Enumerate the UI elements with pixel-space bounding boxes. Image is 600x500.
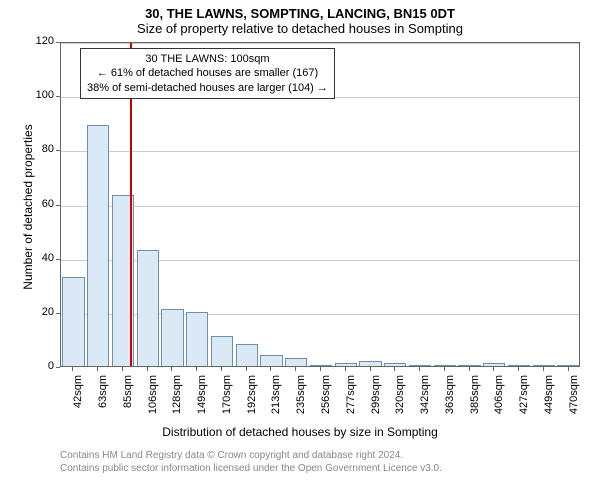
annotation-line2: ← 61% of detached houses are smaller (16… — [87, 66, 328, 80]
xtick-label: 63sqm — [97, 375, 109, 415]
ytick-label: 80 — [30, 143, 54, 155]
ytick-mark — [56, 367, 60, 368]
histogram-bar — [285, 358, 307, 366]
xtick-mark — [270, 367, 271, 371]
annotation-line3: 38% of semi-detached houses are larger (… — [87, 81, 328, 95]
xtick-label: 170sqm — [221, 375, 233, 415]
xtick-label: 149sqm — [196, 375, 208, 415]
histogram-bar — [260, 355, 282, 366]
xtick-mark — [196, 367, 197, 371]
histogram-bar — [186, 312, 208, 366]
ytick-mark — [56, 96, 60, 97]
xtick-mark — [147, 367, 148, 371]
histogram-bar — [87, 125, 109, 366]
ytick-label: 40 — [30, 252, 54, 264]
xtick-mark — [246, 367, 247, 371]
xtick-label: 342sqm — [419, 375, 431, 415]
xtick-label: 385sqm — [469, 375, 481, 415]
annotation-line1: 30 THE LAWNS: 100sqm — [87, 52, 328, 66]
xtick-label: 128sqm — [171, 375, 183, 415]
histogram-bar — [359, 361, 381, 366]
gridline — [61, 43, 579, 44]
histogram-bar — [310, 365, 332, 366]
xtick-label: 235sqm — [295, 375, 307, 415]
xtick-mark — [221, 367, 222, 371]
xtick-label: 85sqm — [122, 375, 134, 415]
x-axis-label: Distribution of detached houses by size … — [0, 425, 600, 439]
xtick-mark — [320, 367, 321, 371]
xtick-label: 192sqm — [246, 375, 258, 415]
xtick-mark — [493, 367, 494, 371]
xtick-mark — [543, 367, 544, 371]
xtick-mark — [518, 367, 519, 371]
xtick-label: 363sqm — [444, 375, 456, 415]
xtick-label: 256sqm — [320, 375, 332, 415]
histogram-bar — [384, 363, 406, 366]
xtick-mark — [394, 367, 395, 371]
xtick-label: 320sqm — [394, 375, 406, 415]
xtick-mark — [444, 367, 445, 371]
histogram-bar — [533, 365, 555, 366]
xtick-label: 449sqm — [543, 375, 555, 415]
footer-line1: Contains HM Land Registry data © Crown c… — [60, 449, 442, 462]
ytick-mark — [56, 205, 60, 206]
xtick-label: 213sqm — [270, 375, 282, 415]
histogram-bar — [161, 309, 183, 366]
xtick-mark — [469, 367, 470, 371]
xtick-label: 277sqm — [345, 375, 357, 415]
ytick-label: 20 — [30, 306, 54, 318]
histogram-bar — [483, 363, 505, 366]
xtick-label: 106sqm — [147, 375, 159, 415]
histogram-bar — [458, 365, 480, 366]
xtick-mark — [419, 367, 420, 371]
xtick-label: 299sqm — [370, 375, 382, 415]
xtick-label: 470sqm — [568, 375, 580, 415]
gridline — [61, 206, 579, 207]
xtick-mark — [295, 367, 296, 371]
chart-subtitle: Size of property relative to detached ho… — [0, 21, 600, 36]
histogram-bar — [508, 365, 530, 366]
histogram-bar — [557, 365, 579, 366]
ytick-mark — [56, 150, 60, 151]
gridline — [61, 151, 579, 152]
histogram-bar — [137, 250, 159, 366]
ytick-mark — [56, 42, 60, 43]
ytick-label: 60 — [30, 198, 54, 210]
xtick-label: 427sqm — [518, 375, 530, 415]
chart-title: 30, THE LAWNS, SOMPTING, LANCING, BN15 0… — [0, 0, 600, 21]
xtick-mark — [370, 367, 371, 371]
histogram-bar — [335, 363, 357, 366]
xtick-label: 42sqm — [72, 375, 84, 415]
footer-line2: Contains public sector information licen… — [60, 462, 442, 475]
ytick-mark — [56, 259, 60, 260]
histogram-bar — [236, 344, 258, 366]
histogram-bar — [62, 277, 84, 366]
ytick-label: 100 — [30, 89, 54, 101]
xtick-mark — [568, 367, 569, 371]
histogram-bar — [211, 336, 233, 366]
xtick-mark — [97, 367, 98, 371]
xtick-label: 406sqm — [493, 375, 505, 415]
histogram-bar — [409, 365, 431, 366]
ytick-label: 0 — [30, 360, 54, 372]
xtick-mark — [72, 367, 73, 371]
ytick-mark — [56, 313, 60, 314]
ytick-label: 120 — [30, 35, 54, 47]
xtick-mark — [345, 367, 346, 371]
annotation-box: 30 THE LAWNS: 100sqm← 61% of detached ho… — [80, 48, 335, 99]
histogram-bar — [434, 365, 456, 366]
xtick-mark — [122, 367, 123, 371]
attribution-footer: Contains HM Land Registry data © Crown c… — [60, 449, 442, 475]
xtick-mark — [171, 367, 172, 371]
